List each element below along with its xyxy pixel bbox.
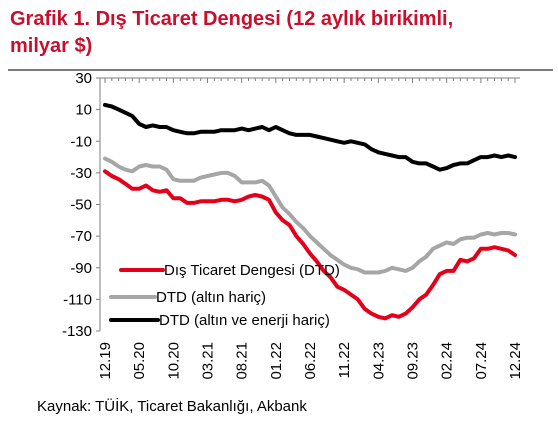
x-tick-label: 02.24 xyxy=(439,342,456,380)
chart-legend: Dış Ticaret Dengesi (DTD) DTD (altın hari… xyxy=(109,262,340,329)
x-tick-label: 11.22 xyxy=(336,342,353,378)
series-line-1 xyxy=(103,169,517,321)
chart-title: Grafik 1. Dış Ticaret Dengesi (12 aylık … xyxy=(10,8,454,57)
y-tick-label: -30 xyxy=(70,165,92,182)
series-line-2 xyxy=(103,156,517,275)
legend-label: Dış Ticaret Dengesi (DTD) xyxy=(164,262,340,279)
x-tick-label: 03.21 xyxy=(200,342,217,380)
y-tick-label: -10 xyxy=(70,133,92,150)
title-divider xyxy=(8,69,553,71)
x-tick-label: 10.20 xyxy=(165,342,182,380)
x-tick-label: 06.22 xyxy=(302,342,319,380)
x-tick-label: 07.24 xyxy=(473,342,490,380)
y-tick-label: -70 xyxy=(70,228,92,245)
x-tick-label: 12.19 xyxy=(97,342,114,380)
legend-label: DTD (altın ve enerji hariç) xyxy=(159,312,330,329)
legend-label: DTD (altın hariç) xyxy=(156,289,266,306)
x-tick-label: 09.23 xyxy=(405,342,422,380)
x-tick-label: 12.24 xyxy=(507,342,524,380)
y-tick-label: -50 xyxy=(70,197,92,214)
y-tick-label: 10 xyxy=(75,102,92,119)
y-tick-label: -110 xyxy=(63,291,92,308)
source-note: Kaynak: TÜİK, Ticaret Bakanlığı, Akbank xyxy=(37,398,307,415)
x-tick-label: 01.22 xyxy=(268,342,285,380)
chart-series xyxy=(103,102,517,321)
y-tick-label: -130 xyxy=(62,323,92,340)
x-tick-label: 08.21 xyxy=(234,342,251,380)
x-tick-label: 04.23 xyxy=(370,342,387,380)
y-tick-label: -90 xyxy=(70,260,92,277)
y-tick-label: 30 xyxy=(75,70,92,87)
x-tick-label: 05.20 xyxy=(131,342,148,380)
series-line-3 xyxy=(103,102,517,172)
chart-axes: 30 10 -10 -30 -50 -70 -90 -110 -130 12.19 05.20 10.… xyxy=(62,70,524,380)
